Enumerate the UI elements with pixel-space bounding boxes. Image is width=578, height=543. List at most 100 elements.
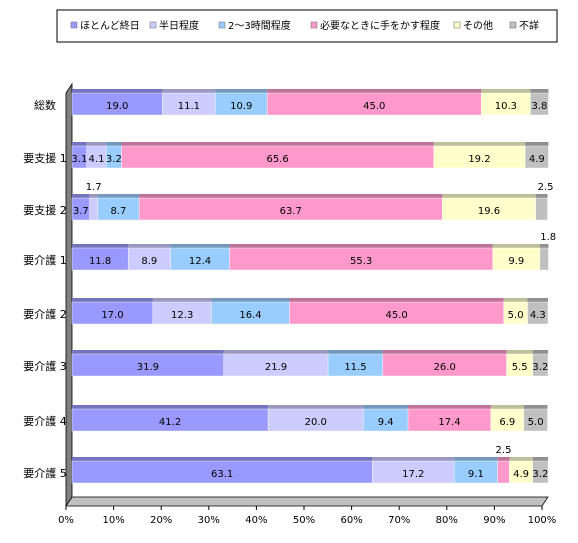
- data-label: 6.9: [499, 417, 515, 428]
- bar-segment: [527, 301, 549, 325]
- bar-top-face: [530, 89, 549, 93]
- plot-floor: [65, 496, 549, 507]
- bar-top-face: [527, 298, 548, 302]
- bar-top-face: [525, 142, 549, 146]
- data-label: 3.1: [71, 154, 87, 165]
- legend-label: ほとんど終日: [80, 19, 140, 32]
- data-label: 8.7: [110, 206, 126, 217]
- bar-top-face: [509, 457, 533, 461]
- data-label: 9.9: [508, 256, 524, 267]
- x-tick-label: 0%: [58, 515, 74, 526]
- data-label: 4.1: [89, 154, 105, 165]
- bar-top-face: [289, 298, 504, 302]
- legend-label: 2～3時間程度: [228, 19, 291, 32]
- category-label: 要介護 4: [23, 414, 67, 428]
- bar-top-face: [535, 194, 548, 198]
- bar-top-face: [503, 298, 528, 302]
- data-label: 63.1: [211, 469, 233, 480]
- bar-top-face: [106, 142, 122, 146]
- legend-label: その他: [463, 19, 493, 32]
- bar-segment: [532, 353, 549, 377]
- data-label: 19.2: [468, 154, 490, 165]
- bar-top-face: [128, 244, 171, 248]
- bar-top-face: [121, 142, 434, 146]
- x-tick-label: 50%: [293, 515, 315, 526]
- plot-side-wall: [65, 82, 73, 508]
- bar-top-face: [89, 194, 98, 198]
- bar-segment: [497, 460, 510, 484]
- bar-segment: [539, 247, 549, 271]
- x-tick-label: 80%: [436, 515, 458, 526]
- data-label: 41.2: [159, 417, 181, 428]
- category-label: 要介護 5: [23, 466, 67, 480]
- bar-segment: [532, 460, 549, 484]
- bar-top-face: [72, 244, 129, 248]
- data-label: 17.2: [402, 469, 424, 480]
- data-label: 4.3: [530, 310, 546, 321]
- data-label: 45.0: [385, 310, 407, 321]
- data-label: 11.5: [344, 362, 366, 373]
- bar-segment: [535, 197, 548, 221]
- legend-box: [56, 9, 558, 43]
- x-tick-label: 60%: [340, 515, 362, 526]
- data-label: 17.4: [438, 417, 460, 428]
- data-label: 9.1: [468, 469, 484, 480]
- bar-top-face: [229, 244, 493, 248]
- bar-top-face: [267, 89, 482, 93]
- bar-top-face: [442, 194, 536, 198]
- bar-top-face: [492, 244, 540, 248]
- bar-top-face: [152, 298, 212, 302]
- legend-swatch: [218, 21, 226, 29]
- data-label: 19.6: [478, 206, 500, 217]
- bar-top-face: [211, 298, 290, 302]
- x-tick-label: 30%: [198, 515, 220, 526]
- bar-top-face: [490, 405, 524, 409]
- bar-top-face: [139, 194, 443, 198]
- bar-top-face: [506, 350, 533, 354]
- bar-top-face: [72, 350, 224, 354]
- bar-top-face: [532, 350, 548, 354]
- bar-top-face: [223, 350, 329, 354]
- bar-segment: [523, 408, 548, 432]
- bar-top-face: [372, 457, 455, 461]
- data-label: 12.4: [189, 256, 211, 267]
- category-label: 要介護 3: [23, 359, 67, 373]
- data-label: 4.9: [529, 154, 545, 165]
- data-label: 16.4: [239, 310, 261, 321]
- bar-top-face: [433, 142, 526, 146]
- legend-swatch: [310, 21, 318, 29]
- x-tick-label: 40%: [245, 515, 267, 526]
- category-label: 要支援 2: [23, 203, 67, 217]
- legend-swatch: [509, 21, 517, 29]
- x-tick-label: 90%: [483, 515, 505, 526]
- category-label: 総数: [34, 98, 56, 112]
- data-label: 55.3: [350, 256, 372, 267]
- data-label: 10.9: [230, 101, 252, 112]
- bar-top-face: [72, 405, 269, 409]
- bar-top-face: [72, 194, 90, 198]
- bar-top-face: [454, 457, 498, 461]
- data-label: 21.9: [265, 362, 287, 373]
- bar-segment: [524, 145, 549, 169]
- data-label: 20.0: [305, 417, 327, 428]
- x-tick-label: 100%: [528, 515, 557, 526]
- bar-top-face: [539, 244, 549, 248]
- data-label: 5.0: [508, 310, 524, 321]
- bar-top-face: [72, 142, 87, 146]
- data-label: 65.6: [266, 154, 288, 165]
- bar-top-face: [162, 89, 216, 93]
- category-label: 要介護 2: [23, 307, 67, 321]
- category-label: 要支援 1: [23, 151, 67, 165]
- bar-top-face: [382, 350, 507, 354]
- bar-top-face: [497, 457, 510, 461]
- legend-label: 必要なときに手をかす程度: [320, 19, 440, 32]
- data-label: 63.7: [280, 206, 302, 217]
- data-label: 26.0: [434, 362, 456, 373]
- x-tick-label: 20%: [150, 515, 172, 526]
- legend-swatch: [453, 21, 461, 29]
- data-label: 5.5: [512, 362, 528, 373]
- bar-top-face: [72, 457, 373, 461]
- data-label: 1.8: [540, 232, 556, 243]
